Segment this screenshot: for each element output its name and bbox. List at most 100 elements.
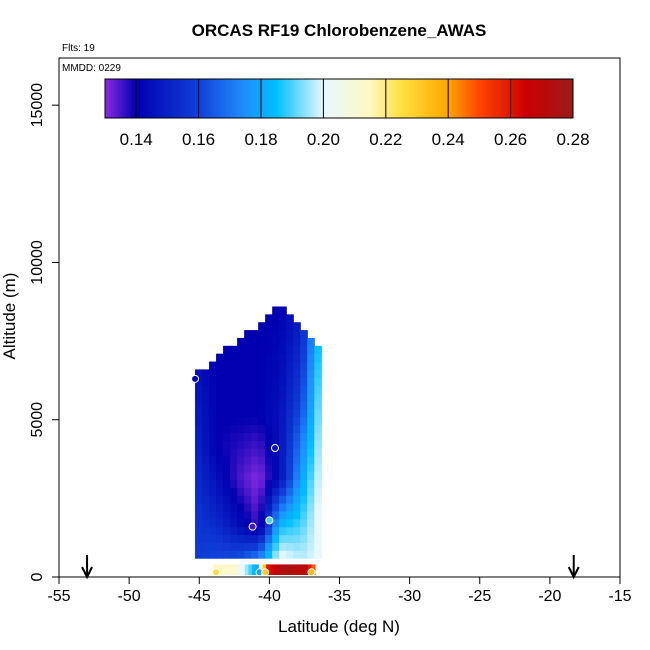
field-cell [202, 542, 210, 551]
field-cell [202, 550, 210, 559]
field-cell [258, 408, 266, 418]
surface-cell [304, 564, 309, 575]
colorbar-segment [273, 79, 276, 118]
colorbar-segment [539, 79, 542, 118]
colorbar-segment [329, 79, 332, 118]
field-cell [251, 377, 259, 386]
colorbar-segment [319, 79, 322, 118]
field-cell [202, 432, 210, 441]
field-cell [251, 440, 259, 449]
colorbar-segment [469, 79, 472, 118]
field-cell [279, 503, 287, 512]
field-cell [230, 479, 238, 488]
field-cell [230, 495, 238, 504]
colorbar-segment [133, 79, 136, 118]
colorbar-segment [165, 79, 168, 118]
field-cell [195, 416, 203, 426]
field-cell [307, 487, 315, 496]
field-cell [202, 385, 210, 394]
field-cell [237, 369, 245, 378]
colorbar-segment [457, 79, 460, 118]
x-tick-label: -45 [188, 588, 211, 605]
field-cell [251, 463, 259, 473]
colorbar-segment [137, 79, 140, 118]
field-cell [230, 400, 238, 410]
field-cell [237, 526, 245, 536]
field-cell [307, 510, 315, 520]
colorbar-segment [253, 79, 256, 118]
field-cell [314, 510, 322, 520]
colorbar-segment [465, 79, 468, 118]
field-cell [307, 400, 315, 410]
field-cell [279, 416, 287, 426]
field-cell [286, 495, 294, 504]
colorbar-segment [295, 79, 298, 118]
surface-cell [251, 564, 256, 575]
field-cell [300, 510, 308, 520]
colorbar-segment [395, 79, 398, 118]
field-cell [279, 479, 287, 488]
colorbar-segment [141, 79, 144, 118]
field-cell [202, 471, 210, 481]
colorbar-segment [419, 79, 422, 118]
field-cell [202, 526, 210, 536]
colorbar-segment [151, 79, 154, 118]
field-cell [209, 495, 217, 504]
colorbar-segment [309, 79, 312, 118]
field-cell [300, 400, 308, 410]
field-cell [279, 330, 287, 339]
field-cell [209, 518, 217, 528]
field-cell [237, 440, 245, 449]
colorbar-segment [523, 79, 526, 118]
field-cell [244, 424, 252, 433]
colorbar-segment [163, 79, 166, 118]
field-cell [258, 495, 266, 504]
field-cell [209, 471, 217, 481]
colorbar-segment [177, 79, 180, 118]
field-cell [258, 455, 266, 465]
colorbar-segment [371, 79, 374, 118]
field-cell [230, 416, 238, 426]
sample-point [270, 444, 279, 453]
field-cell [279, 542, 287, 551]
field-cell [251, 503, 259, 512]
field-cell [216, 448, 224, 457]
field-cell [272, 330, 280, 339]
field-cell [195, 463, 203, 473]
field-cell [230, 392, 238, 402]
field-cell [237, 510, 245, 520]
field-cell [307, 463, 315, 473]
field-cell [272, 314, 280, 323]
field-cell [216, 432, 224, 441]
colorbar-segment [249, 79, 252, 118]
field-cell [251, 337, 259, 347]
field-cell [251, 432, 259, 441]
field-cell [307, 369, 315, 378]
colorbar-segment [231, 79, 234, 118]
field-cell [300, 518, 308, 528]
field-cell [307, 440, 315, 449]
field-cell [293, 526, 301, 536]
colorbar-segment [323, 79, 326, 118]
field-cell [293, 440, 301, 449]
colorbar-segment [565, 79, 568, 118]
field-cell [216, 495, 224, 504]
colorbar-segment [167, 79, 170, 118]
colorbar-segment [207, 79, 210, 118]
field-cell [244, 455, 252, 465]
colorbar-segment [409, 79, 412, 118]
field-cell [258, 479, 266, 488]
colorbar-segment [477, 79, 480, 118]
field-cell [265, 471, 273, 481]
colorbar-segment [297, 79, 300, 118]
colorbar-segment [569, 79, 572, 118]
x-tick-label: -55 [47, 588, 70, 605]
colorbar-segment [229, 79, 232, 118]
colorbar-segment [125, 79, 128, 118]
colorbar-segment [181, 79, 184, 118]
colorbar-segment [317, 79, 320, 118]
field-cell [237, 408, 245, 418]
field-cell [202, 377, 210, 386]
field-cell [258, 330, 266, 339]
field-cell [286, 392, 294, 402]
